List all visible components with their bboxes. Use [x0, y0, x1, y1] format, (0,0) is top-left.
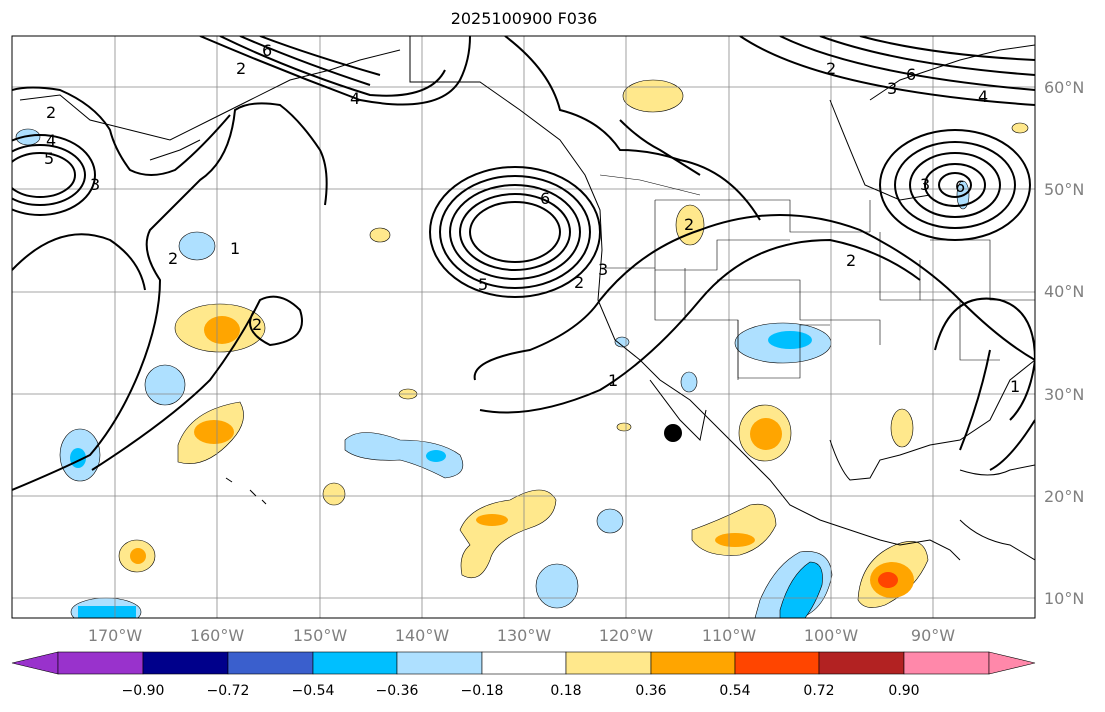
contour-label: 5: [478, 275, 488, 294]
colorbar-tick-label: 0.18: [550, 683, 582, 699]
contour-label: 2: [46, 103, 56, 122]
contour-label: 2: [826, 59, 836, 78]
map-plot-area: 6 2 4 2 4 5 3 2 1 6 5 2 3 1 2 2 2 6 4 3 …: [12, 36, 1035, 618]
lat-label: 40°N: [1044, 282, 1085, 301]
lon-label: 170°W: [87, 626, 143, 645]
lat-label: 10°N: [1044, 589, 1085, 608]
colorbar-tick-label: −0.90: [121, 683, 165, 699]
colorbar-tick-label: −0.72: [206, 683, 250, 699]
contour-label: 6: [540, 189, 550, 208]
lon-label: 100°W: [803, 626, 859, 645]
contour-label: 5: [44, 149, 54, 168]
graticule: [12, 36, 1035, 618]
lon-label: 110°W: [701, 626, 757, 645]
contour-label: 4: [978, 87, 988, 106]
lon-label: 140°W: [394, 626, 450, 645]
map-title: 2025100900 F036: [450, 9, 598, 28]
contour-label: 2: [684, 215, 694, 234]
colorbar-tick-label: 0.36: [635, 683, 667, 699]
lat-label: 60°N: [1044, 78, 1085, 97]
colorbar-tick-label: 0.54: [719, 683, 751, 699]
height-contours: [12, 36, 1035, 491]
colorbar-tick-label: 0.72: [803, 683, 835, 699]
contour-label: 4: [46, 131, 56, 150]
lon-label: 160°W: [189, 626, 245, 645]
colorbar-tick-label: −0.54: [291, 683, 335, 699]
contour-label: 4: [350, 89, 360, 108]
storm-position-dot: [664, 424, 682, 442]
contour-label: 6: [906, 65, 916, 84]
lon-label: 150°W: [292, 626, 348, 645]
contour-label: 2: [574, 273, 584, 292]
contour-label: 3: [598, 260, 608, 279]
contour-label: 6: [955, 177, 965, 196]
contour-label: 1: [608, 371, 618, 390]
colorbar-tick-label: −0.36: [375, 683, 419, 699]
contour-label: 2: [168, 249, 178, 268]
contour-label: 2: [236, 59, 246, 78]
lon-label: 130°W: [496, 626, 552, 645]
contour-label: 3: [887, 79, 897, 98]
colorbar-tick-label: 0.90: [888, 683, 920, 699]
colorbar-extend-high: [988, 651, 1036, 675]
colorbar-tick-label: −0.18: [460, 683, 504, 699]
lat-label: 20°N: [1044, 487, 1085, 506]
map-frame: [11, 35, 1036, 619]
contour-label: 3: [920, 175, 930, 194]
contour-label: 6: [262, 41, 272, 60]
colorbar: [11, 651, 1036, 675]
contour-labels: 6 2 4 2 4 5 3 2 1 6 5 2 3 1 2 2 2 6 4 3 …: [44, 41, 1020, 396]
colorbar-extend-low: [11, 651, 59, 675]
lat-label: 50°N: [1044, 180, 1085, 199]
contour-label: 1: [230, 239, 240, 258]
lon-label: 120°W: [598, 626, 654, 645]
contour-label: 3: [90, 175, 100, 194]
contour-label: 1: [1010, 377, 1020, 396]
contour-label: 2: [846, 251, 856, 270]
contour-label: 2: [252, 315, 262, 334]
anomaly-fills: [15, 79, 1029, 618]
lon-label: 90°W: [910, 626, 956, 645]
lat-label: 30°N: [1044, 385, 1085, 404]
